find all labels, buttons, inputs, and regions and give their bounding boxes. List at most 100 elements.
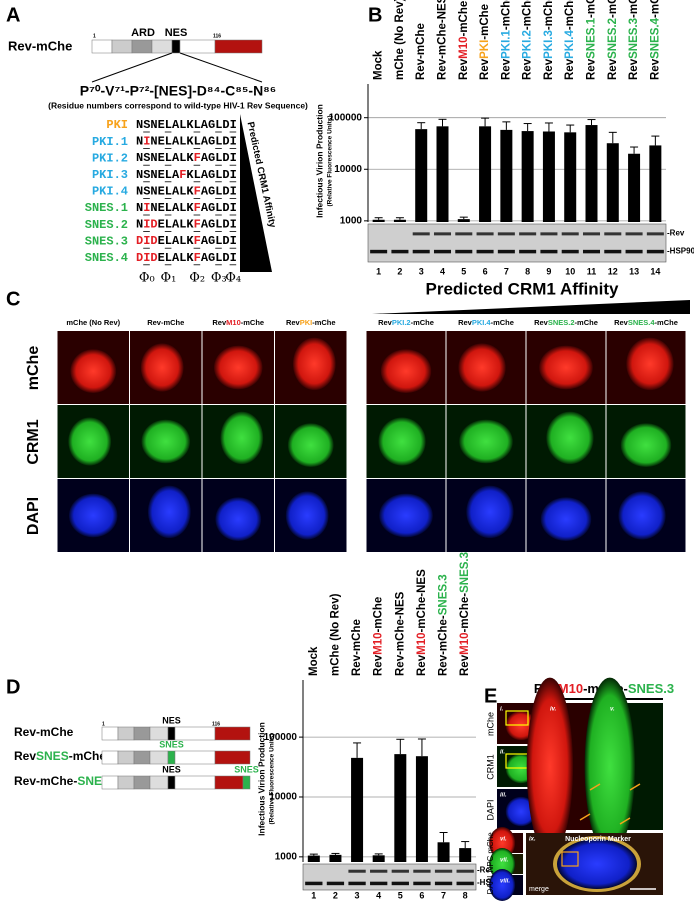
- cell: [546, 411, 594, 465]
- blot-band: [476, 249, 494, 254]
- nes-formula: P⁷⁰-V⁷¹-P⁷²-[NES]-D⁸⁴-C⁸⁵-N⁸⁶: [80, 83, 277, 99]
- y-axis-label: Infectious Virion Production: [256, 722, 266, 836]
- x-tick-label-part: -mChe: [607, 0, 619, 18]
- x-tick-label: RevPKI.4-mChe: [564, 0, 576, 80]
- column-header: RevSNES.4-mChe: [614, 318, 678, 327]
- nes-sequence-part: NSNELA: [136, 168, 180, 182]
- nes-name: PKI.3: [92, 168, 128, 182]
- nes-sequence-part: F: [194, 251, 201, 265]
- lane-number: 1: [311, 890, 316, 900]
- x-tick-label: RevM10-mChe: [373, 597, 385, 676]
- x-tick-label-part: Rev: [607, 58, 619, 80]
- domain: [91, 39, 113, 54]
- lane-number: 2: [397, 266, 402, 276]
- cell: [466, 485, 514, 539]
- construct-label: Rev-mChe-SNES: [14, 774, 110, 788]
- domain: [133, 726, 151, 741]
- x-tick-label-part: Rev: [543, 58, 555, 80]
- bar: [372, 855, 385, 862]
- construct-label: RevSNES-mChe: [14, 749, 106, 763]
- residue-start: 1: [93, 33, 96, 39]
- blot-band: [455, 249, 473, 254]
- column-header-part: Rev: [534, 318, 549, 327]
- domain: [167, 726, 176, 741]
- x-tick-label-part: Rev: [416, 654, 428, 676]
- x-tick-label-part: PKI.2: [522, 30, 534, 59]
- nes-sequence: NSNELALKFAGLDI: [136, 151, 237, 165]
- bar: [521, 131, 534, 222]
- x-tick-label-part: Rev-mChe-: [438, 615, 450, 676]
- tile-label: ii.: [500, 750, 505, 756]
- domain: [133, 750, 151, 765]
- nes-name: SNES.3: [85, 234, 128, 248]
- nes-sequence-part: AGLDI: [201, 218, 237, 232]
- bar: [459, 848, 472, 862]
- panel-letter: E: [484, 685, 497, 707]
- nes-sequence-part: NSNELALKLAGLDI: [136, 118, 237, 132]
- column-header-part: Rev: [378, 318, 393, 327]
- blot-band: [519, 249, 537, 254]
- construct-label-part: Rev-mChe: [14, 725, 74, 739]
- domain: [149, 726, 169, 741]
- cell: [458, 343, 506, 392]
- blot-band: [582, 232, 601, 236]
- lane-number: 3: [355, 890, 360, 900]
- x-tick-label: Rev-mChe-NES: [394, 591, 406, 676]
- arrow: [579, 813, 591, 821]
- cell: [140, 343, 184, 392]
- domain: [174, 750, 216, 765]
- x-tick-label: Mock: [373, 50, 385, 80]
- panel-letter: A: [6, 4, 20, 26]
- column-header: Rev-mChe: [147, 318, 184, 327]
- column-header-part: SNES.2: [548, 318, 575, 327]
- x-tick-label-part: Rev: [564, 58, 576, 80]
- x-tick-label: Mock: [308, 646, 320, 676]
- x-tick-label-part: Rev: [500, 58, 512, 80]
- tile-label: v.: [610, 707, 615, 713]
- x-tick-label: RevSNES.2-mChe: [607, 0, 619, 80]
- nes-sequence: NIDELALKFAGLDI: [136, 218, 237, 232]
- y-tick-label: 100000: [264, 732, 298, 743]
- lane-number: 2: [333, 890, 338, 900]
- cell: [147, 485, 191, 539]
- domain-label: SNES: [234, 764, 259, 774]
- nes-sequence-part: F: [194, 234, 201, 248]
- x-tick-label-part: Rev: [628, 58, 640, 80]
- blot-band: [434, 869, 453, 873]
- affinity-wedge: [240, 114, 272, 272]
- lane-number: 12: [608, 266, 618, 276]
- row-label: CRM1: [25, 419, 42, 464]
- nucleus: [557, 839, 637, 889]
- nes-sequence-part: I: [143, 201, 150, 215]
- cell: [459, 419, 513, 464]
- nes-sequence: NSNELALKFAGLDI: [136, 185, 237, 199]
- row-label: NPC: [486, 855, 495, 872]
- tile-label: i.: [500, 707, 504, 713]
- blot-band: [582, 249, 601, 254]
- nes-sequence: DIDELALKFAGLDI: [136, 251, 237, 265]
- lane-number: 8: [463, 890, 468, 900]
- nes-sequence-part: N: [136, 218, 143, 232]
- domain-label: NES: [165, 27, 188, 39]
- blot-band: [412, 249, 430, 254]
- x-tick-label-part: Rev: [522, 58, 534, 80]
- blot-band: [519, 232, 537, 236]
- blot-label: -Rev: [477, 866, 495, 875]
- x-tick-label: Rev-mChe-NES: [437, 0, 449, 80]
- cell: [70, 349, 117, 394]
- residue-end: 116: [212, 721, 220, 727]
- x-tick-label: mChe (No Rev): [394, 0, 406, 80]
- construct-label-part: Rev-mChe-: [14, 774, 77, 788]
- domain: [101, 726, 119, 741]
- lane-number: 7: [441, 890, 446, 900]
- x-tick-label: RevM10-mChe-SNES.3: [459, 552, 471, 676]
- column-header-part: Rev: [212, 318, 227, 327]
- x-tick-label-part: -mChe: [586, 0, 598, 18]
- construct-label-part: -mChe: [69, 749, 107, 763]
- row-label: DAPI: [25, 497, 42, 535]
- x-tick-label-part: -mChe: [543, 0, 555, 30]
- tile-label: ix.: [529, 837, 536, 843]
- cell: [380, 349, 432, 394]
- x-tick-label-part: M10: [459, 633, 471, 655]
- x-tick-label-part: -mChe: [500, 0, 512, 30]
